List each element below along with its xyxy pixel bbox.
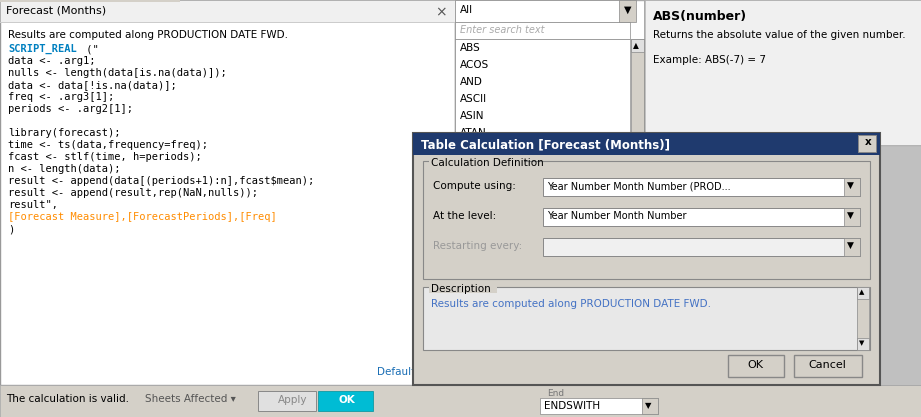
Text: ): ) <box>8 224 14 234</box>
Text: ABS: ABS <box>460 43 481 53</box>
Text: Table Calculation [Forecast (Months)]: Table Calculation [Forecast (Months)] <box>421 138 670 151</box>
Bar <box>631 39 644 145</box>
Text: ENDSWITH: ENDSWITH <box>544 401 600 411</box>
Bar <box>0 0 455 385</box>
Text: Example: ABS(-7) = 7: Example: ABS(-7) = 7 <box>653 55 766 65</box>
Text: ▼: ▼ <box>645 401 651 410</box>
Bar <box>0 385 921 386</box>
Text: ×: × <box>435 5 447 19</box>
Text: Cancel: Cancel <box>808 360 845 370</box>
Text: time <- ts(data,frequency=freq);: time <- ts(data,frequency=freq); <box>8 140 208 150</box>
Text: ▲: ▲ <box>859 289 865 295</box>
Text: library(forecast);: library(forecast); <box>8 128 121 138</box>
Text: ASCII: ASCII <box>460 94 487 104</box>
Text: Sheets Affected ▾: Sheets Affected ▾ <box>145 394 236 404</box>
Bar <box>455 0 630 22</box>
Bar <box>645 0 921 145</box>
Text: Enter search text: Enter search text <box>460 25 544 35</box>
Text: All: All <box>460 5 473 15</box>
Text: Year Number Month Number: Year Number Month Number <box>547 211 686 221</box>
Bar <box>858 135 876 152</box>
Text: Compute using:: Compute using: <box>433 181 516 191</box>
Text: ABS(number): ABS(number) <box>653 10 747 23</box>
Bar <box>543 238 860 256</box>
Text: ASIN: ASIN <box>460 111 484 121</box>
Bar <box>844 178 860 196</box>
Bar <box>631 39 644 52</box>
Bar <box>619 0 636 22</box>
Bar <box>455 22 630 39</box>
Bar <box>794 355 862 377</box>
Text: ATAN: ATAN <box>460 128 487 138</box>
Text: SCRIPT_REAL: SCRIPT_REAL <box>8 44 76 54</box>
Bar <box>318 391 373 411</box>
Text: Forecast (Months): Forecast (Months) <box>6 5 106 15</box>
Text: x: x <box>865 137 872 147</box>
Bar <box>857 287 869 299</box>
Text: Results are computed along PRODUCTION DATE FWD.: Results are computed along PRODUCTION DA… <box>8 30 288 40</box>
Text: ▼: ▼ <box>624 5 632 15</box>
Bar <box>543 208 860 226</box>
Bar <box>0 0 180 2</box>
Text: freq <- .arg3[1];: freq <- .arg3[1]; <box>8 92 114 102</box>
Bar <box>844 208 860 226</box>
Bar <box>0 385 921 417</box>
Bar <box>540 398 658 414</box>
Text: Calculation Definition: Calculation Definition <box>431 158 543 168</box>
Bar <box>455 0 921 145</box>
Text: result <- append(data[(periods+1):n],fcast$mean);: result <- append(data[(periods+1):n],fca… <box>8 176 314 186</box>
Text: result",: result", <box>8 200 58 210</box>
Bar <box>258 391 316 411</box>
Text: ▲: ▲ <box>633 41 639 50</box>
Text: Default Table C: Default Table C <box>377 367 456 377</box>
Bar <box>413 133 880 385</box>
Text: AND: AND <box>460 77 483 87</box>
Bar <box>455 145 921 385</box>
Text: OK: OK <box>338 395 355 405</box>
Text: (": (" <box>80 44 99 54</box>
Bar <box>857 338 869 350</box>
Text: fcast <- stlf(time, h=periods);: fcast <- stlf(time, h=periods); <box>8 152 202 162</box>
Bar <box>857 287 869 350</box>
Text: End: End <box>547 389 565 398</box>
Text: [Forecast Measure],[ForecastPeriods],[Freq]: [Forecast Measure],[ForecastPeriods],[Fr… <box>8 212 276 222</box>
Text: ▼: ▼ <box>859 340 865 346</box>
Text: data <- .arg1;: data <- .arg1; <box>8 56 96 66</box>
Bar <box>0 22 455 23</box>
Bar <box>543 178 860 196</box>
Bar <box>844 238 860 256</box>
Text: result <- append(result,rep(NaN,nulls));: result <- append(result,rep(NaN,nulls)); <box>8 188 258 198</box>
Text: data <- data[!is.na(data)];: data <- data[!is.na(data)]; <box>8 80 177 90</box>
Bar <box>728 355 784 377</box>
Bar <box>429 156 524 167</box>
Text: Year Number Month Number (PROD...: Year Number Month Number (PROD... <box>547 181 730 191</box>
Bar <box>642 398 658 414</box>
Text: Description: Description <box>431 284 491 294</box>
Text: At the level:: At the level: <box>433 211 496 221</box>
Text: ▼: ▼ <box>847 211 854 220</box>
Bar <box>423 161 870 279</box>
Text: The calculation is valid.: The calculation is valid. <box>6 394 129 404</box>
Text: nulls <- length(data[is.na(data)]);: nulls <- length(data[is.na(data)]); <box>8 68 227 78</box>
Text: Restarting every:: Restarting every: <box>433 241 522 251</box>
Bar <box>423 287 870 350</box>
Text: Returns the absolute value of the given number.: Returns the absolute value of the given … <box>653 30 905 40</box>
Bar <box>413 133 880 155</box>
Bar <box>0 0 455 22</box>
Bar <box>455 39 630 145</box>
Text: ▼: ▼ <box>847 181 854 190</box>
Text: n <- length(data);: n <- length(data); <box>8 164 121 174</box>
Text: ▼: ▼ <box>847 241 854 250</box>
Text: ACOS: ACOS <box>460 60 489 70</box>
Text: Apply: Apply <box>278 395 308 405</box>
Bar <box>644 0 645 145</box>
Text: OK: OK <box>747 360 763 370</box>
Text: Results are computed along PRODUCTION DATE FWD.: Results are computed along PRODUCTION DA… <box>431 299 711 309</box>
Bar <box>429 282 497 293</box>
Text: periods <- .arg2[1];: periods <- .arg2[1]; <box>8 104 133 114</box>
